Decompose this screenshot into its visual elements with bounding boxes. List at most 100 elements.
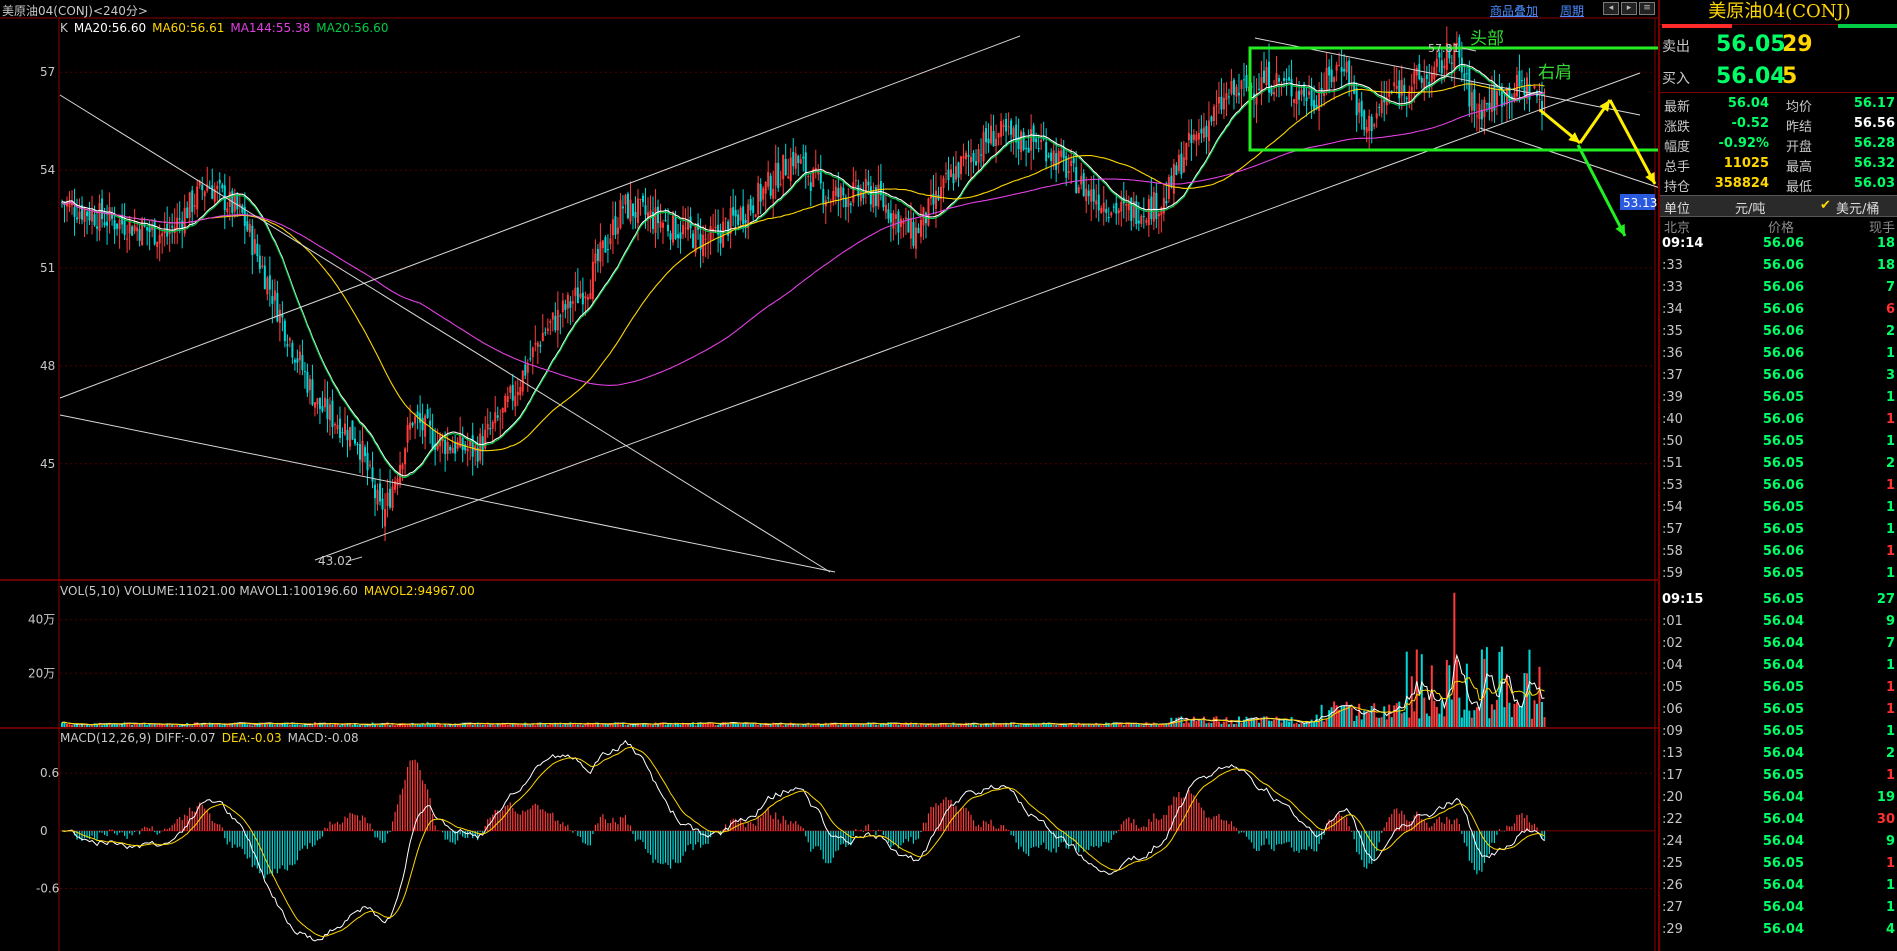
volume-bar [909,722,912,727]
tick-volume: 2 [1885,324,1895,339]
window-next-icon[interactable]: ▸ [1621,2,1637,15]
volume-bar [1150,724,1153,727]
buy-row[interactable]: 买入 56.04 5 [1660,62,1897,92]
sell-row[interactable]: 卖出 56.05 29 [1660,30,1897,60]
tick-row[interactable]: :01 56.04 9 [1660,614,1897,636]
tick-row[interactable]: :26 56.04 1 [1660,878,1897,900]
candle-body [183,207,186,234]
tick-row[interactable]: :27 56.04 1 [1660,900,1897,922]
volume-bar [1250,717,1253,727]
candle-body [596,248,599,261]
candle-body [118,219,121,230]
unit-alt[interactable]: 美元/桶 [1836,202,1880,217]
tick-row[interactable]: :40 56.06 1 [1660,412,1897,434]
volume-bar [1215,716,1218,727]
candle-body [516,391,519,396]
tick-row[interactable]: :17 56.05 1 [1660,768,1897,790]
chart-area[interactable]: 57 54 51 48 45 头部 右肩 57.81 43.02 53.13 40万 20万 0.6 0 -… [0,0,1658,951]
candle-body [253,239,256,254]
tick-row[interactable]: :59 56.05 1 [1660,566,1897,588]
candle-body [727,221,730,236]
tick-row[interactable]: :39 56.05 1 [1660,390,1897,412]
volume-bar [621,722,624,727]
tick-row[interactable]: 09:14 56.06 18 [1660,236,1897,258]
tick-row[interactable]: :34 56.06 6 [1660,302,1897,324]
tick-row[interactable]: :36 56.06 1 [1660,346,1897,368]
candle-body [1428,81,1431,87]
tick-row[interactable]: :51 56.05 2 [1660,456,1897,478]
tick-row[interactable]: :50 56.05 1 [1660,434,1897,456]
volume-bar [1032,723,1035,727]
candle-body [1423,78,1426,88]
volume-bar [1345,701,1348,727]
price-tick-label: 57 [40,65,55,79]
candle-body [313,402,316,408]
volume-bar [273,724,276,727]
tick-row[interactable]: :33 56.06 7 [1660,280,1897,302]
candle-body [1488,102,1491,110]
volume-bar [1037,723,1040,727]
tick-row[interactable]: :22 56.04 30 [1660,812,1897,834]
unit-value[interactable]: 元/吨 [1735,202,1766,217]
tick-row[interactable]: :53 56.06 1 [1660,478,1897,500]
volume-bar [253,723,256,727]
volume-bar [732,723,735,727]
candle-body [1232,79,1235,95]
candle-body [757,182,760,215]
volume-bar [669,723,672,727]
candle-body [1360,100,1363,117]
tick-row[interactable]: :54 56.05 1 [1660,500,1897,522]
tick-time: :34 [1662,302,1683,317]
candle-body [955,166,958,180]
tick-row[interactable]: :05 56.05 1 [1660,680,1897,702]
volume-bar [1305,721,1308,727]
tick-row[interactable]: :35 56.06 2 [1660,324,1897,346]
tick-row[interactable]: :29 56.04 4 [1660,922,1897,944]
volume-bar [391,724,394,727]
volume-bar [1393,705,1396,727]
volume-bar [787,724,790,727]
tick-row[interactable]: :25 56.05 1 [1660,856,1897,878]
tick-time: :54 [1662,500,1683,515]
candle-body [476,447,479,462]
volume-bar [238,722,241,727]
tick-row[interactable]: :09 56.05 1 [1660,724,1897,746]
tick-row[interactable]: :02 56.04 7 [1660,636,1897,658]
candle-body [459,432,462,447]
candle-body [136,227,139,232]
arrow-down-yellow-head [1568,132,1580,143]
candle-body [281,314,284,318]
candle-body [1167,177,1170,199]
candle-body [814,167,817,172]
candle-body [1313,100,1316,110]
tick-row[interactable]: :06 56.05 1 [1660,702,1897,724]
candle-body [273,290,276,301]
window-prev-icon[interactable]: ◂ [1603,2,1619,15]
candle-body [894,214,897,219]
window-menu-icon[interactable]: ≡ [1639,2,1655,15]
tick-row[interactable]: :20 56.04 19 [1660,790,1897,812]
volume-bar [308,723,311,727]
tick-row[interactable]: :58 56.06 1 [1660,544,1897,566]
tick-row[interactable]: :04 56.04 1 [1660,658,1897,680]
candle-body [672,212,675,243]
volume-bar [1368,712,1371,727]
candle-body [531,347,534,358]
candle-body [1540,100,1543,115]
candle-body [1405,97,1408,99]
period-button[interactable]: 周期 [1560,4,1585,18]
volume-bar [389,725,392,727]
candle-body [939,186,942,199]
volume-bar [183,724,186,727]
candle-body [474,445,477,452]
overlay-button[interactable]: 商品叠加 [1490,4,1539,18]
tick-row[interactable]: :33 56.06 18 [1660,258,1897,280]
tick-row[interactable]: :24 56.04 9 [1660,834,1897,856]
arrow-up-yellow-head [1599,100,1610,112]
tick-row[interactable]: 09:15 56.05 27 [1660,592,1897,614]
tick-row[interactable]: :13 56.04 2 [1660,746,1897,768]
tick-row[interactable]: :57 56.05 1 [1660,522,1897,544]
tick-row[interactable]: :37 56.06 3 [1660,368,1897,390]
candle-body [995,138,998,146]
